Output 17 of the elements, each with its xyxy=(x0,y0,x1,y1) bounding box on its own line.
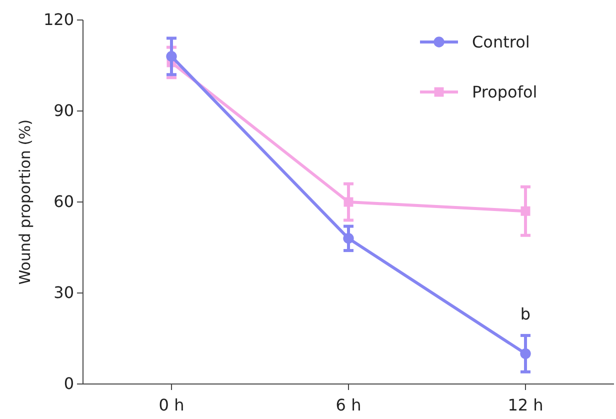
point xyxy=(166,51,177,62)
x-tick-label: 12 h xyxy=(508,396,544,415)
x-tick-label: 6 h xyxy=(336,396,362,415)
annotation: b xyxy=(520,304,531,324)
legend-label: Control xyxy=(472,32,530,52)
y-tick-label: 120 xyxy=(43,10,74,30)
y-axis-title: Wound proportion (%) xyxy=(16,119,34,285)
legend-label: Propofol xyxy=(472,82,538,102)
y-tick-label: 60 xyxy=(54,192,74,212)
y-tick-label: 0 xyxy=(64,374,74,394)
x-tick-label: 0 h xyxy=(158,396,184,415)
y-tick-label: 90 xyxy=(54,101,74,120)
point xyxy=(344,197,354,207)
y-tick-label: 30 xyxy=(54,283,74,302)
point xyxy=(343,233,354,244)
point xyxy=(520,348,531,360)
point xyxy=(520,206,530,216)
